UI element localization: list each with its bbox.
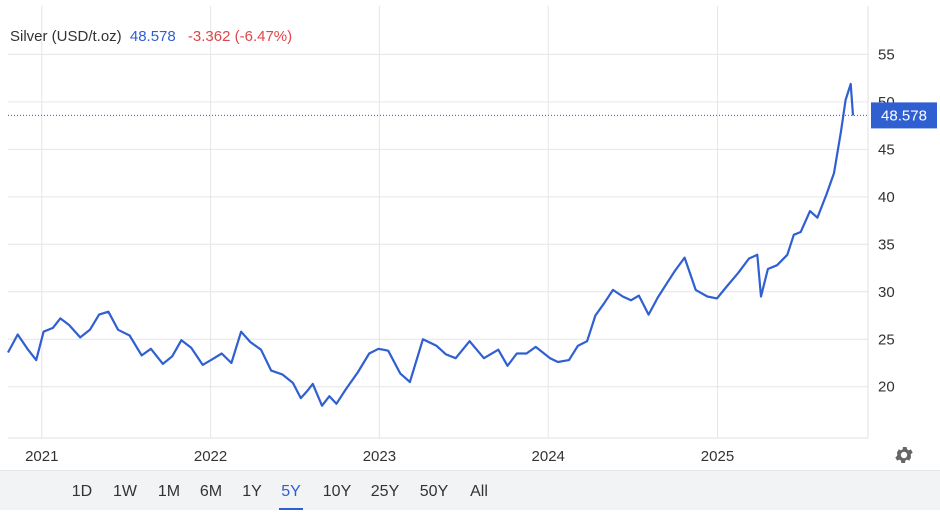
range-button-5y[interactable]: 5Y	[279, 471, 303, 510]
y-tick-label: 20	[878, 379, 895, 396]
gear-icon[interactable]	[893, 444, 915, 466]
range-button-50y[interactable]: 50Y	[419, 483, 449, 500]
chart-legend: Silver (USD/t.oz) 48.578 -3.362 (-6.47%)	[10, 28, 292, 45]
range-button-25y[interactable]: 25Y	[370, 483, 400, 500]
legend-change: -3.362 (-6.47%)	[187, 28, 293, 45]
range-button-10y[interactable]: 10Y	[322, 483, 352, 500]
range-selector: 1D 1W 1M 6M 1Y 5Y 10Y 25Y 50Y All	[0, 470, 940, 510]
range-button-1d[interactable]: 1D	[71, 483, 93, 500]
x-tick-label: 2022	[194, 448, 227, 465]
x-tick-label: 2023	[363, 448, 396, 465]
price-badge-label: 48.578	[881, 107, 927, 124]
range-button-1y[interactable]: 1Y	[242, 483, 262, 500]
legend-price: 48.578	[129, 28, 176, 45]
y-tick-label: 35	[878, 236, 895, 253]
range-button-1m[interactable]: 1M	[157, 483, 181, 500]
range-button-1w[interactable]: 1W	[113, 483, 137, 500]
chart-area: 20 25 30 35 40 45 50 55 2021 2022 2023 2024 2025 48.5…	[7, 6, 937, 465]
x-tick-label: 2024	[532, 448, 565, 465]
price-badge	[871, 102, 937, 129]
silver-price-line	[7, 82, 855, 407]
legend-symbol: Silver (USD/t.oz)	[10, 28, 122, 45]
y-tick-label: 55	[878, 46, 895, 63]
x-tick-label: 2025	[701, 448, 734, 465]
y-tick-label: 45	[878, 141, 895, 158]
x-tick-label: 2021	[25, 448, 58, 465]
range-button-all[interactable]: All	[470, 483, 488, 500]
y-tick-label: 40	[878, 189, 895, 206]
y-tick-label: 25	[878, 331, 895, 348]
range-button-6m[interactable]: 6M	[199, 483, 223, 500]
y-tick-label: 30	[878, 284, 895, 301]
